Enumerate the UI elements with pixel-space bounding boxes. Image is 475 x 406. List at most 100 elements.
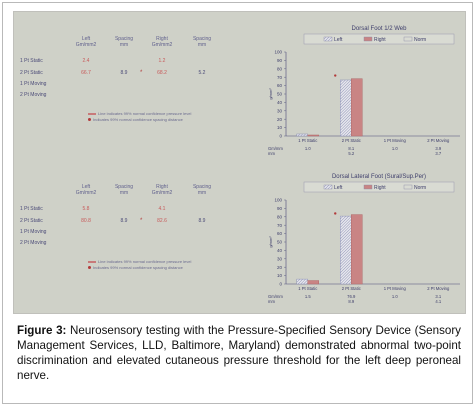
legend-label: Right [374,37,386,43]
value-row-label: mm [268,299,275,304]
bar-left [340,215,352,285]
y-tick-label: 40 [277,248,283,253]
y-tick-label: 0 [279,134,282,139]
legend-swatch [403,36,413,42]
table-header-line: Left [81,36,91,42]
x-tick-label: 1 Pt Moving [384,138,407,143]
y-tick-label: 80 [277,214,283,219]
x-tick-label: 2 Pt Static [342,138,361,143]
legend-label: Norm [414,185,426,191]
table-header-line: Spacing [192,184,212,190]
table-legend-text: Indicates 99% normal confidence spacing … [93,117,183,122]
table-cell: 1.2 [158,58,166,64]
value-row-cell: 5.2 [348,151,354,156]
table-cell: 8.9 [198,218,206,224]
table-header: Spacing mm [112,184,136,196]
value-row-label: Gm/mm [268,146,283,151]
table-header-line: mm [119,42,129,48]
table-header-line: Spacing [114,36,134,42]
x-tick-label: 1 Pt Moving [384,286,407,291]
table-header-line: mm [197,42,207,48]
legend-line-swatch [88,260,96,263]
table-header: Spacing mm [112,36,136,48]
table-header: Spacing mm [190,36,214,48]
value-row-cell: 8.9 [348,299,354,304]
value-row-cell: 8.1 [348,146,354,151]
value-row-cell: 1.0 [305,146,311,151]
x-tick-label: 1 Pt Static [298,138,317,143]
table-cell: 66.7 [81,70,91,76]
row-label: 2 Pt Moving [20,92,47,98]
table-cell: 82.6 [157,218,167,224]
table-header: Spacing mm [190,184,214,196]
y-tick-label: 60 [277,83,283,88]
bar-chart: Dorsal Lateral Foot (Sural/Sup.Per) Left R… [268,174,460,304]
bar-right [351,214,363,285]
results-panel: Left Gm/mm2 Spacing mm Right Gm/mm2 Spacing mm 1… [14,162,465,310]
y-tick-label: 30 [277,108,283,113]
row-label: 1 Pt Moving [20,81,47,87]
x-tick-label: 2 Pt Moving [427,138,450,143]
chart-title-box [303,33,455,45]
chart-title: Dorsal Foot 1/2 Web [352,26,408,32]
table-header-line: mm [119,190,129,196]
y-tick-label: 0 [279,282,282,287]
table-legend-line: Line indicates 99% normal confidence pre… [88,259,191,264]
value-row-cell: 1.0 [392,294,398,299]
table-header-line: Gm/mm2 [151,42,173,48]
table-header: Right Gm/mm2 [150,36,174,48]
row-label: 2 Pt Static [20,70,43,76]
table-legend-line: Indicates 99% normal confidence spacing … [88,265,183,270]
table-legend-text: Line indicates 99% normal confidence pre… [98,259,192,264]
chart-title: Dorsal Lateral Foot (Sural/Sup.Per) [332,174,426,180]
bar-left [296,133,308,137]
table-header: Left Gm/mm2 [74,184,98,196]
value-row-cell: 3.9 [435,146,441,151]
value-row-cell: 1.0 [392,146,398,151]
table-cell: 2.4 [82,58,90,64]
table-legend-text: Line indicates 99% normal confidence pre… [98,111,192,116]
legend-line-swatch [88,112,96,115]
y-tick-label: 50 [277,240,283,245]
table-header-line: mm [197,190,207,196]
norm-mark: * [140,70,143,76]
y-tick-label: 70 [277,75,283,80]
norm-marker [334,74,337,77]
y-tick-label: 10 [277,125,283,130]
y-tick-label: 90 [277,206,283,211]
y-tick-label: 20 [277,117,283,122]
figure-caption: Figure 3: Neurosensory testing with the … [17,323,461,383]
table-cell: 4.1 [158,206,166,212]
table-cell: 5.8 [82,206,90,212]
value-row-cell: 76.9 [347,294,356,299]
y-axis-label: g/mm² [268,236,273,248]
legend-label: Right [374,185,386,191]
table-legend-line: Indicates 99% normal confidence spacing … [88,117,183,122]
table-header-line: Gm/mm2 [75,190,97,196]
table-header-line: Spacing [192,36,212,42]
row-label: 1 Pt Static [20,58,43,64]
y-tick-label: 70 [277,223,283,228]
table-header-line: Left [81,184,91,190]
y-tick-label: 40 [277,100,283,105]
legend-swatch [363,184,373,190]
y-tick-label: 20 [277,265,283,270]
table-header-line: Gm/mm2 [151,190,173,196]
table-cell: 68.2 [157,70,167,76]
y-tick-label: 80 [277,66,283,71]
legend-label: Left [334,185,343,191]
caption-label: Figure 3: [17,324,67,337]
x-tick-label: 1 Pt Static [298,286,317,291]
x-tick-label: 2 Pt Moving [427,286,450,291]
y-tick-label: 90 [277,58,283,63]
table-header-line: Right [156,184,168,190]
table-cell: 8.9 [120,218,128,224]
table-header-line: Spacing [114,184,134,190]
y-tick-label: 50 [277,92,283,97]
results-panel: Left Gm/mm2 Spacing mm Right Gm/mm2 Spacing mm 1… [14,14,465,162]
row-label: 2 Pt Static [20,218,43,224]
legend-dot-swatch [88,118,91,122]
value-row-cell: 4.1 [435,299,441,304]
row-label: 1 Pt Moving [20,229,47,235]
